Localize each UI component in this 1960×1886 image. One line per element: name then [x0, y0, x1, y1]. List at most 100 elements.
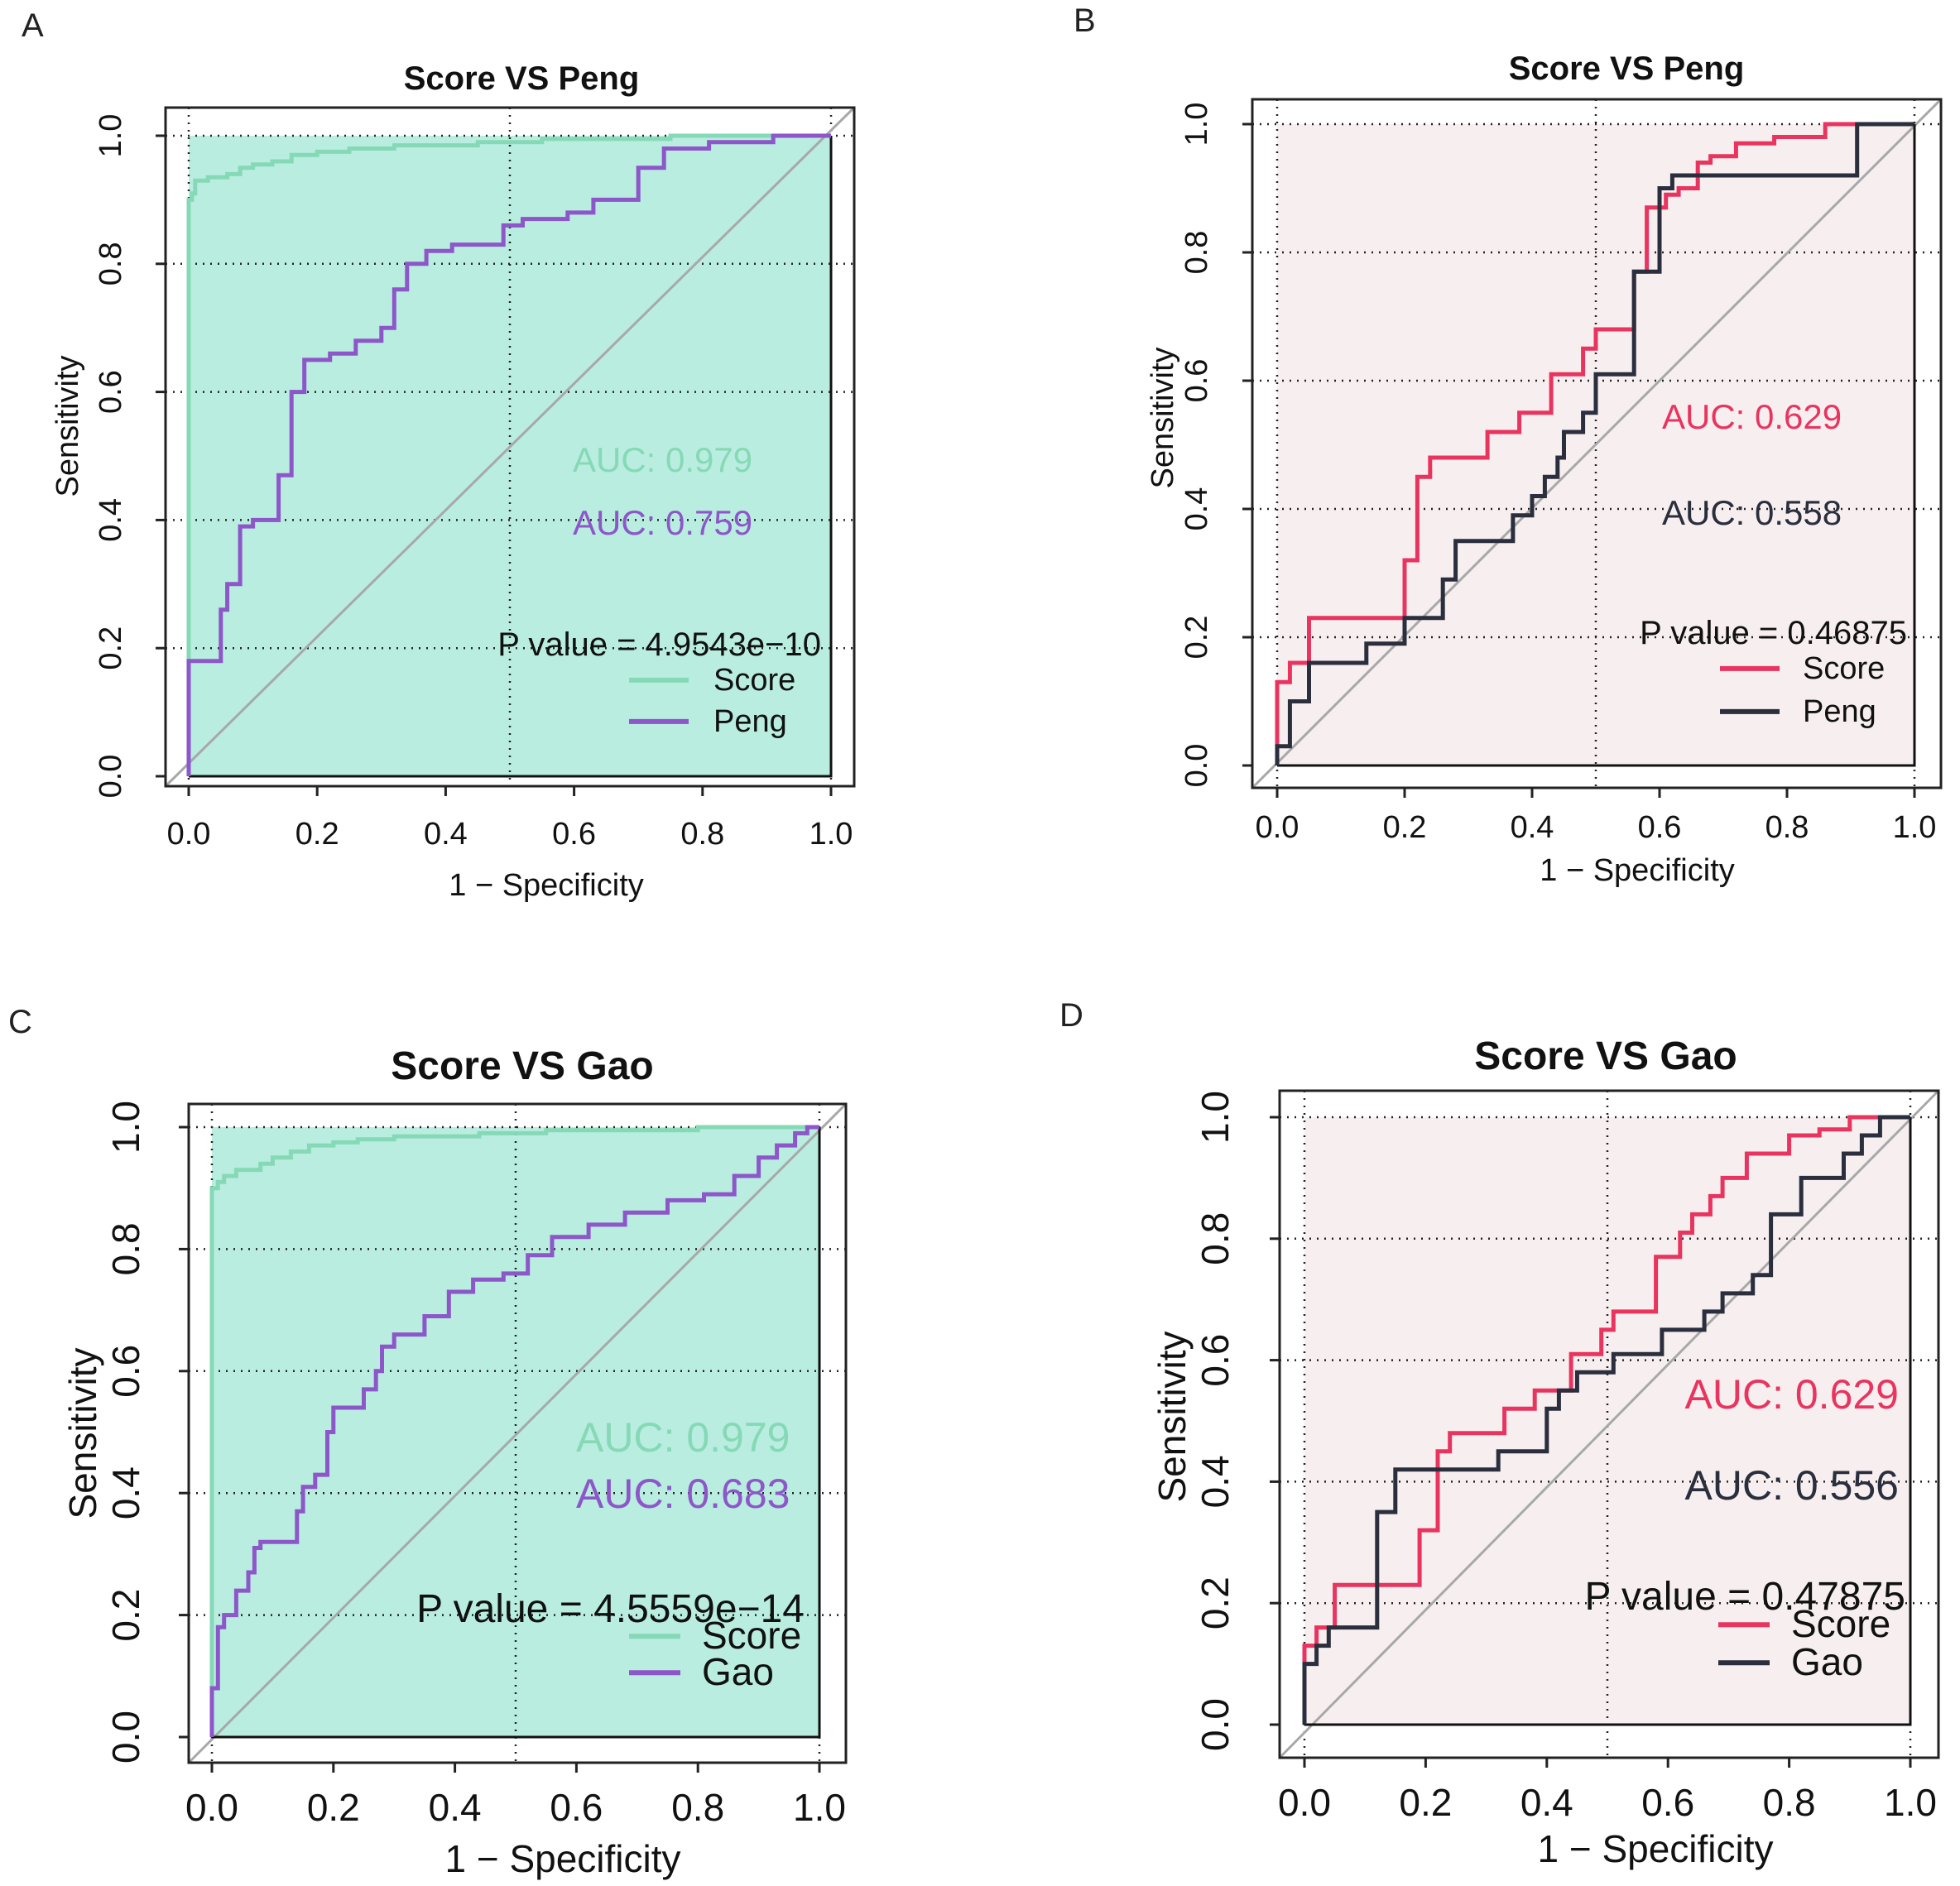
diagonal-reference-line: [1278, 1089, 1940, 1759]
x-tick-label: 1.0: [1893, 810, 1937, 845]
y-axis-title: Sensitivity: [1146, 347, 1180, 488]
y-tick-label: 1.0: [1179, 103, 1214, 146]
y-tick-label: 0.8: [1194, 1212, 1237, 1265]
plot-area-edge: [1277, 124, 1916, 767]
p-value-label: P value = 4.5559e−14: [416, 1587, 805, 1631]
x-axis-title: 1 − Specificity: [1540, 853, 1735, 888]
y-tick-label: 0.0: [1179, 744, 1214, 788]
p-value-label: P value = 4.9543e−10: [497, 626, 821, 663]
y-tick-label: 0.6: [1179, 359, 1214, 403]
roc-line-gao: [1302, 1115, 1910, 1725]
x-tick-label: 0.2: [307, 1786, 360, 1829]
x-tick-label: 0.4: [1520, 1781, 1573, 1824]
plot-area-edge: [212, 1127, 821, 1739]
plot-frame: [1251, 98, 1943, 789]
x-tick-label: 0.8: [1763, 1781, 1816, 1824]
x-axis-title: 1 − Specificity: [444, 1837, 680, 1880]
x-tick-label: 0.2: [1399, 1781, 1452, 1824]
x-tick-label: 0.0: [1256, 810, 1299, 845]
auc-label-peng: AUC: 0.759: [573, 503, 752, 542]
legend-label-gao: Gao: [702, 1650, 774, 1693]
p-value-label: P value = 0.47875: [1585, 1575, 1905, 1619]
plot-area-edge: [1304, 1117, 1912, 1726]
legend-label-peng: Peng: [1803, 694, 1876, 729]
auc-label-score: AUC: 0.629: [1685, 1371, 1899, 1418]
plot-frame: [1278, 1089, 1940, 1759]
y-tick-label: 0.4: [1194, 1455, 1237, 1508]
panel-label: B: [1074, 2, 1096, 39]
auc-label-score: AUC: 0.979: [573, 440, 752, 479]
roc-line-peng: [1275, 122, 1914, 765]
y-tick-label: 1.0: [1194, 1091, 1237, 1144]
panel-d: D Score VS Gao 0.0 0.2 0.4 0.6 0.8 1.0 0.0 0.2 0.4…: [1059, 997, 1940, 1870]
panel-a: A Score VS Peng 0.0 0.2 0.4 0.6 0.8 1.0 0.0 0.2 0.…: [22, 7, 856, 903]
x-tick-label: 0.2: [295, 817, 339, 852]
x-tick-label: 0.6: [1638, 810, 1682, 845]
y-tick-label: 1.0: [104, 1101, 147, 1154]
y-tick-label: 0.2: [1179, 616, 1214, 660]
y-tick-label: 0.6: [104, 1345, 147, 1398]
panel-b: B Score VS Peng 0.0 0.2 0.4 0.6 0.8 1.0 0.0 0.2 0.…: [1074, 2, 1943, 888]
x-tick-label: 0.6: [1641, 1781, 1694, 1824]
y-tick-label: 0.6: [1194, 1334, 1237, 1387]
y-tick-label: 0.8: [1179, 231, 1214, 275]
x-tick-label: 0.4: [429, 1786, 482, 1829]
chart-title: Score VS Peng: [404, 60, 640, 97]
diagonal-reference-line: [164, 106, 856, 788]
auc-label-score: AUC: 0.629: [1662, 397, 1842, 436]
y-tick-label: 0.2: [94, 626, 128, 670]
diagonal-reference-line: [187, 1102, 848, 1764]
x-tick-label: 0.8: [680, 817, 724, 852]
panel-label: D: [1059, 997, 1083, 1034]
legend-label-score: Score: [1803, 651, 1885, 686]
panel-label: C: [8, 1004, 32, 1040]
roc-line-score: [1275, 122, 1914, 765]
y-axis-title: Sensitivity: [1151, 1331, 1194, 1502]
x-tick-label: 0.8: [671, 1786, 724, 1829]
chart-title: Score VS Peng: [1509, 50, 1745, 87]
chart-title: Score VS Gao: [1474, 1034, 1737, 1078]
p-value-label: P value = 0.46875: [1640, 615, 1907, 651]
y-tick-label: 0.2: [104, 1589, 147, 1642]
x-tick-label: 0.0: [1278, 1781, 1331, 1824]
x-tick-label: 0.4: [424, 817, 468, 852]
panel-label: A: [22, 7, 44, 44]
y-tick-label: 0.0: [94, 755, 128, 799]
x-axis-title: 1 − Specificity: [1537, 1827, 1773, 1870]
x-tick-label: 0.8: [1765, 810, 1809, 845]
y-tick-label: 0.8: [104, 1222, 147, 1275]
x-axis-title: 1 − Specificity: [449, 868, 644, 903]
x-tick-label: 1.0: [793, 1786, 846, 1829]
plot-frame: [187, 1102, 848, 1764]
x-tick-label: 0.6: [552, 817, 596, 852]
plot-frame: [164, 106, 856, 788]
y-tick-label: 0.6: [94, 370, 128, 414]
auc-label-gao: AUC: 0.683: [576, 1471, 790, 1517]
y-tick-label: 0.4: [94, 498, 128, 542]
x-tick-label: 0.4: [1511, 810, 1554, 845]
plot-area-edge: [189, 136, 833, 778]
auc-label-gao: AUC: 0.556: [1685, 1462, 1899, 1509]
roc-line-gao: [209, 1125, 819, 1737]
x-tick-label: 0.0: [185, 1786, 238, 1829]
y-axis-title: Sensitivity: [50, 355, 85, 497]
roc-line-score: [209, 1125, 819, 1737]
roc-line-peng: [186, 133, 831, 776]
y-tick-label: 0.0: [1194, 1698, 1237, 1751]
y-tick-label: 0.2: [1194, 1576, 1237, 1629]
y-axis-title: Sensitivity: [61, 1347, 104, 1519]
x-tick-label: 1.0: [809, 817, 853, 852]
legend-label-score: Score: [702, 1614, 801, 1657]
x-tick-label: 0.0: [167, 817, 211, 852]
y-tick-label: 0.4: [1179, 487, 1214, 531]
panel-c: C Score VS Gao 0.0 0.2 0.4 0.6 0.8 1.0 0.0 0.2 0.4…: [8, 1004, 848, 1880]
x-tick-label: 0.2: [1383, 810, 1427, 845]
auc-label-score: AUC: 0.979: [576, 1414, 790, 1461]
y-tick-label: 0.4: [104, 1466, 147, 1519]
auc-label-peng: AUC: 0.558: [1662, 493, 1842, 532]
diagonal-reference-line: [1251, 98, 1943, 789]
y-tick-label: 1.0: [94, 114, 128, 158]
y-tick-label: 0.8: [94, 242, 128, 286]
x-tick-label: 1.0: [1884, 1781, 1937, 1824]
